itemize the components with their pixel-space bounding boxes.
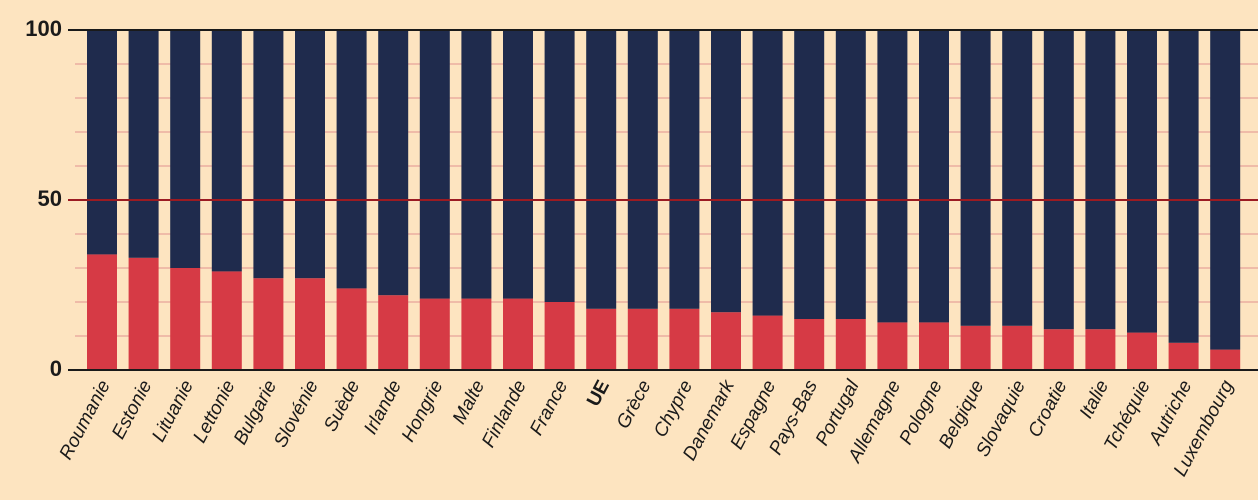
bar-segment bbox=[503, 298, 533, 370]
x-tick-label: France bbox=[526, 377, 572, 439]
bar-segment bbox=[1043, 30, 1074, 330]
bar-segment bbox=[419, 30, 450, 299]
bar-segment bbox=[503, 30, 533, 299]
bar-segment bbox=[960, 30, 991, 326]
bar-segment bbox=[794, 319, 825, 370]
y-tick-label: 50 bbox=[38, 186, 62, 211]
bar-segment bbox=[1210, 30, 1241, 350]
x-tick-label: Roumanie bbox=[56, 377, 115, 463]
bar-segment bbox=[752, 315, 783, 370]
y-tick-label: 100 bbox=[25, 16, 62, 41]
bar-segment bbox=[1043, 329, 1074, 370]
bar-segment bbox=[1127, 332, 1157, 370]
x-tick-label: Malte bbox=[449, 377, 489, 428]
bar-segment bbox=[211, 30, 242, 272]
bar-segment bbox=[461, 30, 492, 299]
bar-segment bbox=[461, 298, 492, 370]
bar-segment bbox=[128, 257, 159, 370]
bar-segment bbox=[544, 30, 575, 302]
bar-segment bbox=[253, 30, 284, 279]
bar-segment bbox=[87, 30, 117, 255]
bar-segment bbox=[1168, 30, 1199, 343]
x-tick-label: Suède bbox=[320, 377, 364, 435]
bar-segment bbox=[419, 298, 450, 370]
bar-segment bbox=[544, 302, 575, 370]
bar-segment bbox=[669, 308, 700, 370]
bar-segment bbox=[919, 322, 949, 370]
bar-segment bbox=[128, 30, 159, 258]
bar-segment bbox=[211, 271, 242, 370]
bar-segment bbox=[336, 30, 367, 289]
x-tick-label: Chypre bbox=[650, 377, 697, 441]
bar-segment bbox=[295, 278, 325, 370]
bar-segment bbox=[87, 254, 117, 370]
bar-segment bbox=[752, 30, 783, 316]
bar-segment bbox=[1127, 30, 1157, 333]
bar-segment bbox=[295, 30, 325, 279]
bar-segment bbox=[1210, 349, 1241, 370]
bar-segment bbox=[170, 30, 201, 268]
bar-segment bbox=[1002, 325, 1033, 370]
x-tick-label: Irlande bbox=[360, 377, 406, 438]
bar-segment bbox=[1085, 329, 1116, 370]
bar-segment bbox=[877, 322, 908, 370]
bar-segment bbox=[1168, 342, 1199, 370]
bar-segment bbox=[1002, 30, 1033, 326]
x-tick-label: Grèce bbox=[613, 377, 656, 433]
bar-segment bbox=[336, 288, 367, 370]
bar-segment bbox=[711, 312, 741, 370]
bar-segment bbox=[877, 30, 908, 323]
bar-segment bbox=[960, 325, 991, 370]
bar-segment bbox=[669, 30, 700, 309]
bar-segment bbox=[919, 30, 949, 323]
y-tick-label: 0 bbox=[50, 356, 62, 381]
x-tick-label: Croatie bbox=[1024, 377, 1071, 441]
x-tick-label: UE bbox=[583, 377, 614, 410]
bar-segment bbox=[627, 30, 658, 309]
bar-segment bbox=[378, 295, 409, 370]
bar-segment bbox=[253, 278, 284, 370]
bar-segment bbox=[1085, 30, 1116, 330]
bar-segment bbox=[794, 30, 825, 319]
bar-segment bbox=[586, 30, 617, 309]
bar-segment bbox=[627, 308, 658, 370]
bar-segment bbox=[835, 30, 866, 319]
bar-segment bbox=[170, 268, 201, 370]
bar-segment bbox=[586, 308, 617, 370]
bar-segment bbox=[711, 30, 741, 313]
bar-segment bbox=[378, 30, 409, 296]
bar-segment bbox=[835, 319, 866, 370]
x-tick-label: Italie bbox=[1076, 377, 1113, 422]
